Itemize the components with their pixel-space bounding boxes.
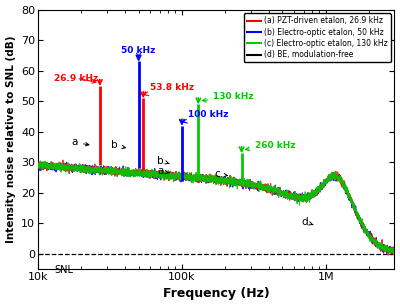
Text: a: a (158, 166, 170, 176)
Text: 130 kHz: 130 kHz (202, 92, 254, 102)
Text: b: b (112, 140, 125, 151)
Text: 26.9 kHz: 26.9 kHz (54, 74, 98, 83)
Text: a: a (72, 137, 89, 147)
Text: d: d (301, 217, 313, 227)
Text: b: b (157, 156, 169, 166)
X-axis label: Frequency (Hz): Frequency (Hz) (163, 287, 270, 300)
Text: 53.8 kHz: 53.8 kHz (144, 83, 194, 96)
Text: 100 kHz: 100 kHz (182, 110, 228, 123)
Text: SNL: SNL (54, 264, 74, 274)
Text: 260 kHz: 260 kHz (246, 141, 295, 151)
Legend: (a) PZT-driven etalon, 26.9 kHz, (b) Electro-optic etalon, 50 kHz, (c) Electro-o: (a) PZT-driven etalon, 26.9 kHz, (b) Ele… (244, 13, 391, 62)
Text: 50 kHz: 50 kHz (122, 47, 156, 58)
Y-axis label: Intensity noise relative to SNL (dB): Intensity noise relative to SNL (dB) (6, 35, 16, 243)
Text: c: c (214, 170, 227, 179)
